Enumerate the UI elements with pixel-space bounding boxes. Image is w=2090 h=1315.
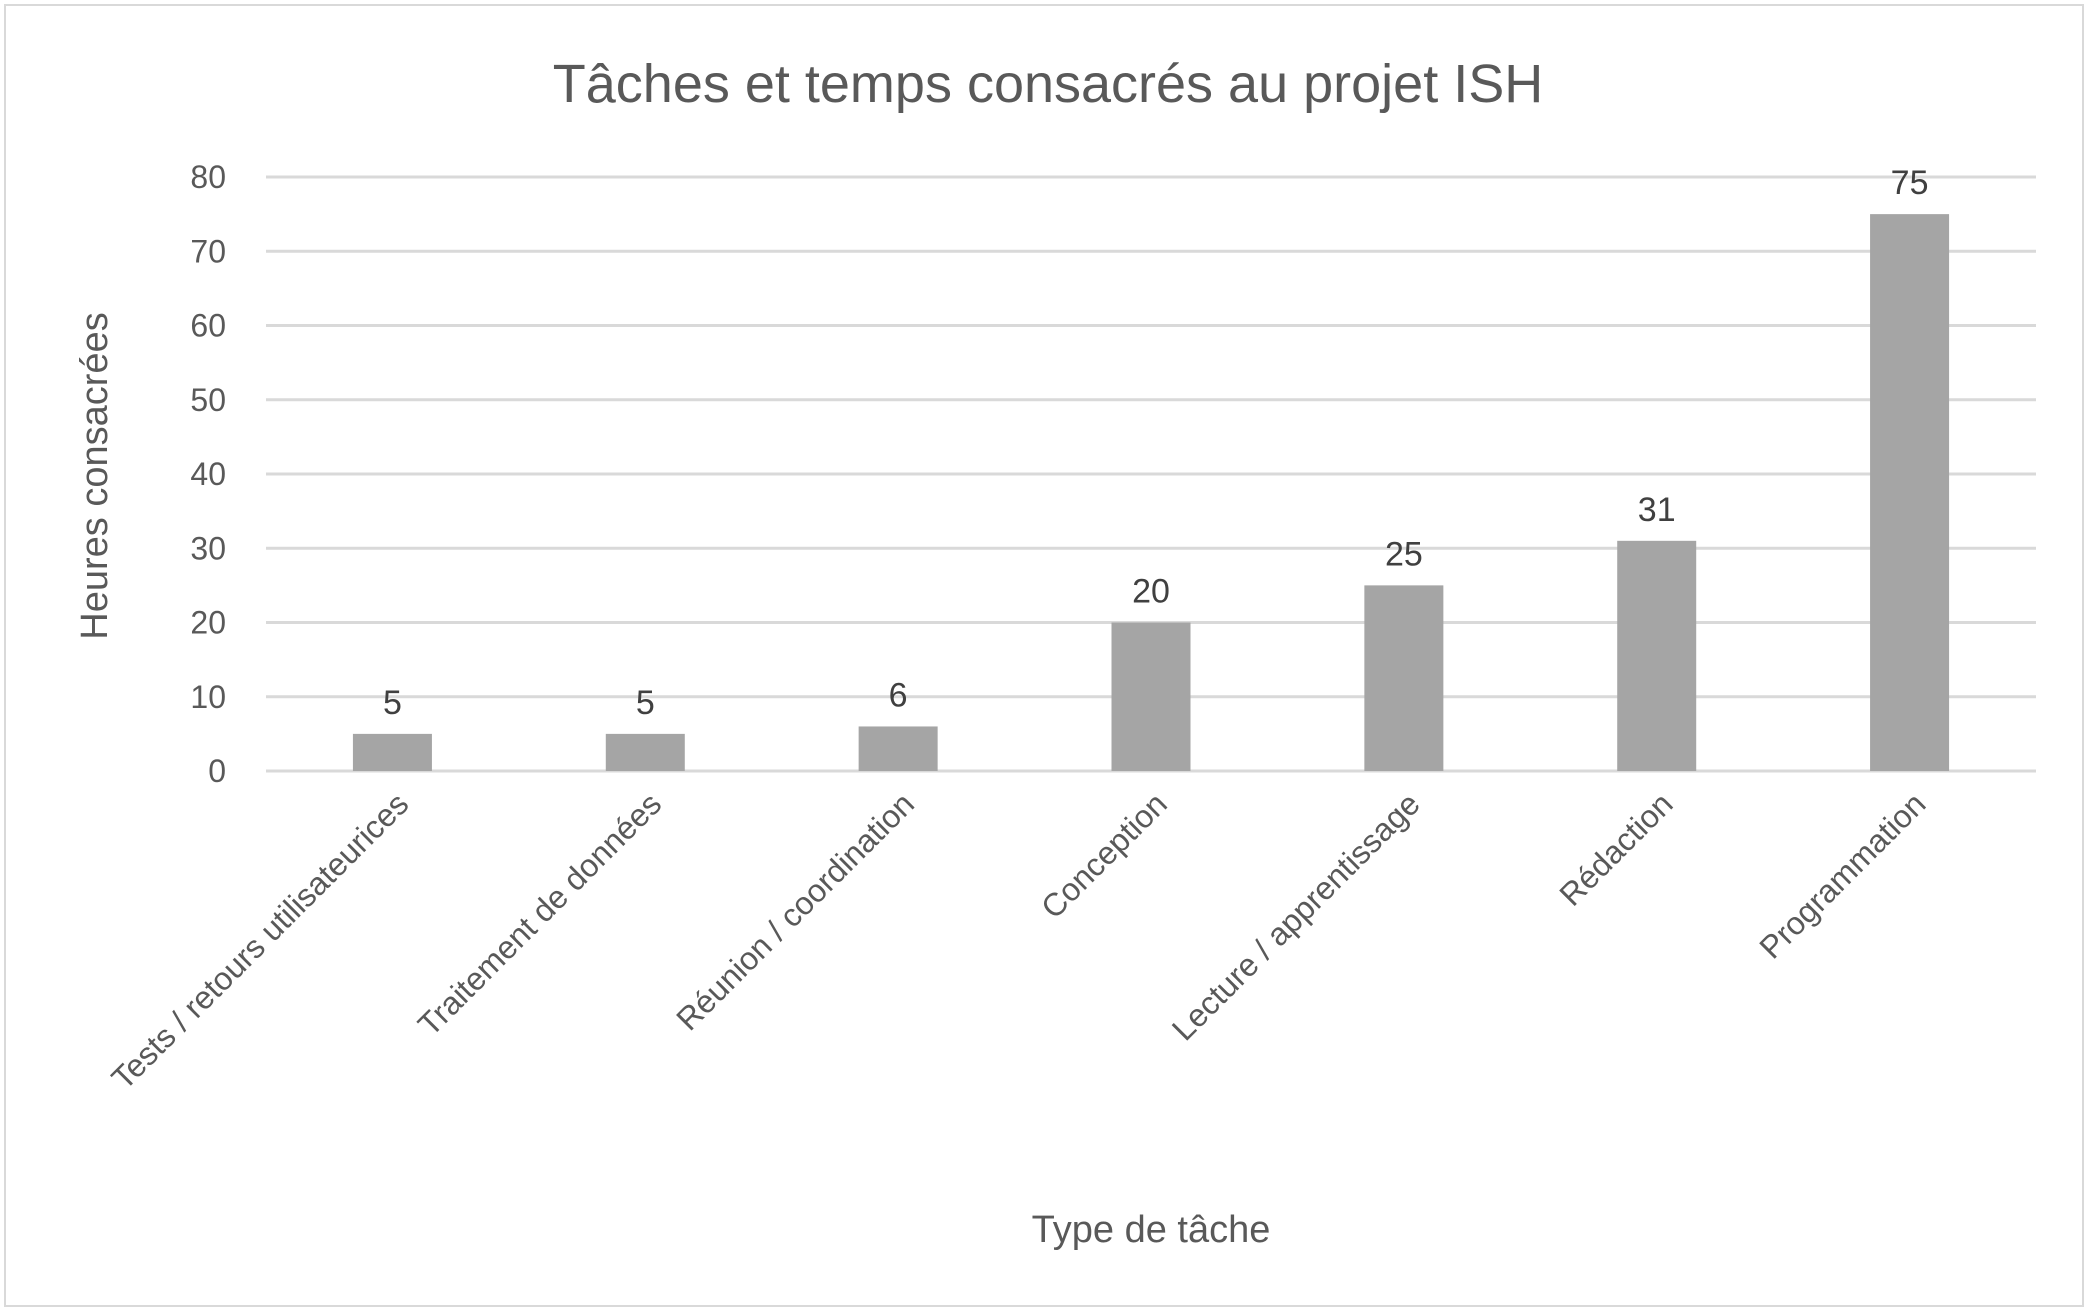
y-axis-title: Heures consacrées: [74, 312, 116, 639]
y-tick-label: 60: [190, 308, 226, 344]
x-category-label: Conception: [1034, 785, 1174, 925]
gridlines: [266, 175, 2036, 773]
data-label: 75: [1891, 164, 1929, 202]
x-category-label: Rédaction: [1552, 785, 1679, 912]
y-tick-label: 0: [208, 753, 226, 789]
x-category-label: Réunion / coordination: [669, 785, 921, 1037]
y-tick-label: 40: [190, 456, 226, 492]
y-tick-label: 50: [190, 382, 226, 418]
x-category-label: Lecture / apprentissage: [1165, 785, 1427, 1047]
bar: [1870, 214, 1950, 771]
chart-title: Tâches et temps consacrés au projet ISH: [553, 54, 1543, 114]
data-label: 5: [383, 684, 402, 722]
bar: [605, 733, 685, 771]
y-axis-ticks: 0 10 20 30 40 50 60 70 80: [190, 159, 226, 789]
bar: [1364, 585, 1444, 771]
data-label: 20: [1132, 573, 1170, 611]
bar: [1617, 540, 1697, 771]
bar-chart: Tâches et temps consacrés au projet ISH …: [74, 54, 2036, 1251]
y-tick-label: 70: [190, 233, 226, 269]
data-label: 5: [636, 684, 655, 722]
data-label: 31: [1638, 491, 1676, 529]
y-tick-label: 30: [190, 530, 226, 566]
x-axis-title: Type de tâche: [1032, 1209, 1271, 1251]
y-tick-label: 10: [190, 679, 226, 715]
chart-frame: Tâches et temps consacrés au projet ISH …: [4, 4, 2084, 1307]
y-tick-label: 20: [190, 605, 226, 641]
bar: [858, 726, 938, 771]
x-category-label: Traitement de données: [411, 785, 668, 1042]
data-label: 6: [889, 676, 908, 714]
x-category-label: Programmation: [1752, 785, 1932, 965]
x-axis-categories: Tests / retours utilisateuricesTraitemen…: [104, 785, 1932, 1096]
data-labels: 5 5 6 20 25 31 75: [383, 164, 1929, 722]
bars: [352, 214, 1950, 771]
bar: [1111, 622, 1191, 771]
x-category-label: Tests / retours utilisateurices: [104, 785, 415, 1096]
y-tick-label: 80: [190, 159, 226, 195]
data-label: 25: [1385, 535, 1423, 573]
bar: [352, 733, 432, 771]
